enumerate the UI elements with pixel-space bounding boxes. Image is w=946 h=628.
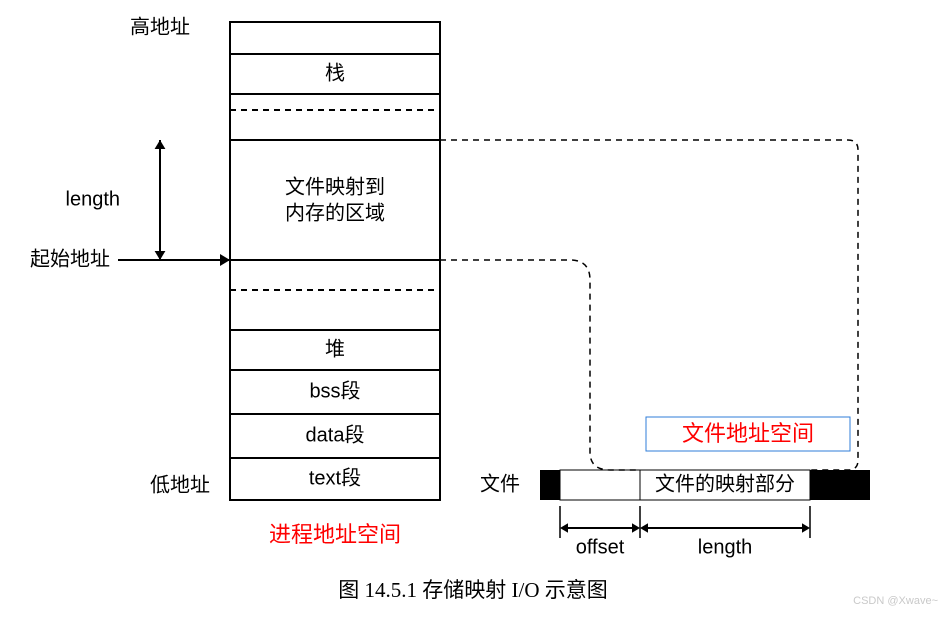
label-high-addr: 高地址 — [130, 15, 190, 38]
seg-mapped-l2: 内存的区域 — [285, 201, 385, 224]
seg-heap: 堆 — [325, 337, 345, 360]
label-offset: offset — [576, 536, 625, 558]
label-low-addr: 低地址 — [150, 473, 210, 496]
label-file: 文件 — [480, 472, 520, 495]
seg-bss: bss段 — [309, 379, 360, 402]
seg-data: data段 — [306, 423, 365, 446]
watermark: CSDN @Xwave~ — [853, 595, 938, 607]
label-process-space: 进程地址空间 — [269, 522, 401, 547]
diagram-canvas: 栈文件映射到内存的区域堆 bss段 data段 text段 高地址低地址 length 起始… — [0, 0, 946, 628]
label-length-h: length — [698, 536, 753, 558]
label-length-v: length — [66, 188, 121, 210]
seg-text: text段 — [309, 466, 361, 489]
seg-mapped-l1: 文件映射到 — [285, 175, 385, 198]
label-start-addr: 起始地址 — [30, 247, 110, 270]
seg-stack: 栈 — [325, 61, 345, 84]
connector-bottom — [440, 260, 640, 470]
label-file-mapped: 文件的映射部分 — [655, 472, 795, 495]
file-bar-offset — [560, 470, 640, 500]
caption: 图 14.5.1 存储映射 I/O 示意图 — [338, 578, 608, 602]
label-file-space: 文件地址空间 — [682, 421, 814, 446]
